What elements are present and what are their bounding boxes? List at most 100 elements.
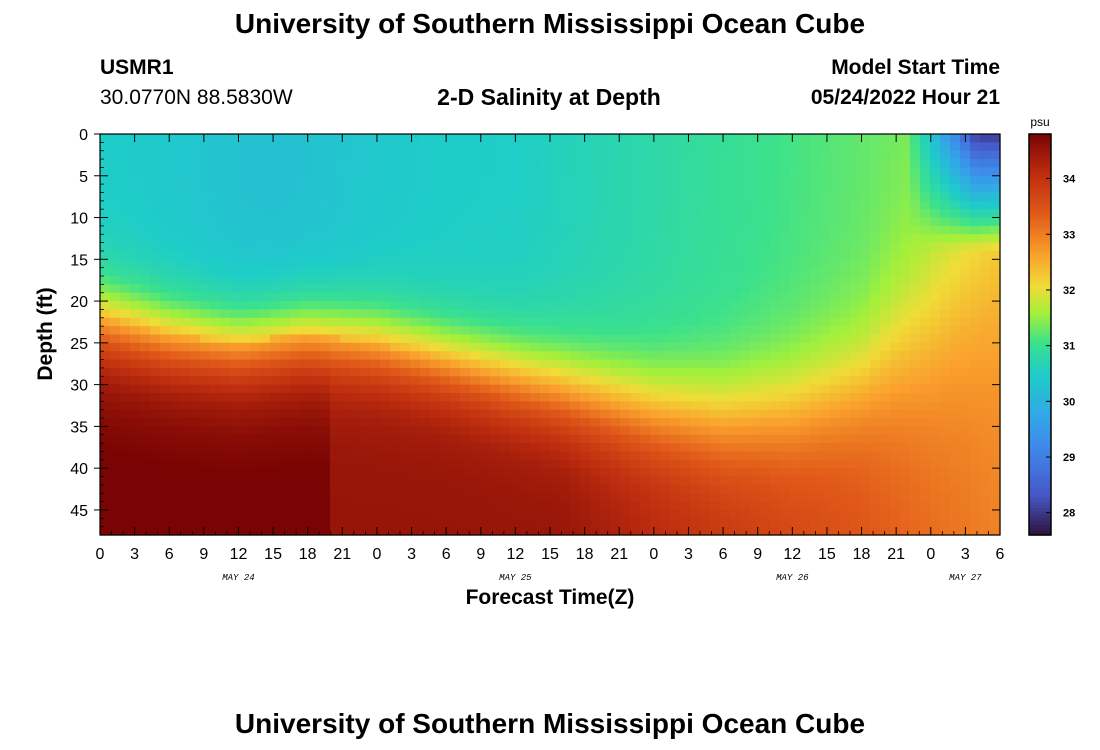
heatmap-cell	[640, 501, 651, 511]
heatmap-cell	[520, 359, 531, 369]
heatmap-cell	[760, 484, 771, 494]
heatmap-cell	[700, 150, 711, 160]
heatmap-cell	[410, 301, 421, 311]
heatmap-cell	[980, 175, 991, 185]
heatmap-cell	[950, 509, 961, 519]
heatmap-cell	[820, 209, 831, 219]
heatmap-cell	[340, 209, 351, 219]
heatmap-cell	[530, 326, 541, 336]
heatmap-cell	[960, 309, 971, 319]
heatmap-cell	[910, 493, 921, 503]
x-tick-label: 6	[165, 546, 174, 563]
heatmap-cell	[700, 326, 711, 336]
heatmap-cell	[420, 301, 431, 311]
heatmap-cell	[250, 309, 261, 319]
heatmap-cell	[500, 518, 511, 528]
heatmap-cell	[740, 317, 751, 327]
heatmap-cell	[280, 267, 291, 277]
heatmap-cell	[800, 493, 811, 503]
colorbar-tick-label: 33	[1063, 229, 1075, 241]
heatmap-cell	[110, 167, 121, 177]
heatmap-cell	[990, 367, 1001, 377]
heatmap-cell	[210, 426, 221, 436]
heatmap-cell	[690, 142, 701, 152]
heatmap-cell	[430, 217, 441, 227]
heatmap-cell	[440, 284, 451, 294]
heatmap-cell	[620, 409, 631, 419]
heatmap-cell	[990, 317, 1001, 327]
heatmap-cell	[310, 209, 321, 219]
heatmap-cell	[560, 192, 571, 202]
x-tick-label: 15	[264, 546, 282, 563]
y-tick-label: 45	[70, 503, 88, 520]
heatmap-cell	[490, 217, 501, 227]
heatmap-cell	[520, 468, 531, 478]
heatmap-cell	[520, 501, 531, 511]
heatmap-cell	[980, 326, 991, 336]
heatmap-cell	[640, 509, 651, 519]
heatmap-cell	[770, 301, 781, 311]
heatmap-cell	[160, 401, 171, 411]
heatmap-cell	[810, 459, 821, 469]
heatmap-cell	[550, 225, 561, 235]
heatmap-cell	[390, 359, 401, 369]
heatmap-cell	[990, 209, 1001, 219]
heatmap-cell	[960, 476, 971, 486]
heatmap-cell	[990, 259, 1001, 269]
heatmap-cell	[100, 376, 111, 386]
heatmap-cell	[780, 409, 791, 419]
heatmap-cell	[390, 259, 401, 269]
heatmap-cell	[480, 259, 491, 269]
heatmap-cell	[900, 317, 911, 327]
heatmap-cell	[510, 250, 521, 260]
heatmap-cell	[730, 476, 741, 486]
heatmap-cell	[420, 392, 431, 402]
heatmap-cell	[750, 217, 761, 227]
colorbar-segment	[1029, 237, 1051, 242]
heatmap-cell	[730, 401, 741, 411]
heatmap-cell	[730, 468, 741, 478]
heatmap-cell	[380, 175, 391, 185]
heatmap-cell	[660, 476, 671, 486]
heatmap-cell	[200, 434, 211, 444]
heatmap-cell	[720, 443, 731, 453]
heatmap-cell	[420, 234, 431, 244]
heatmap-cell	[670, 468, 681, 478]
heatmap-cell	[270, 359, 281, 369]
heatmap-cell	[520, 342, 531, 352]
heatmap-cell	[120, 209, 131, 219]
heatmap-cell	[260, 401, 271, 411]
heatmap-cell	[480, 484, 491, 494]
heatmap-cell	[510, 509, 521, 519]
heatmap-cell	[300, 301, 311, 311]
heatmap-cell	[170, 225, 181, 235]
heatmap-cell	[300, 526, 311, 536]
heatmap-cell	[440, 468, 451, 478]
heatmap-cell	[420, 509, 431, 519]
heatmap-cell	[230, 276, 241, 285]
heatmap-cell	[360, 418, 371, 427]
heatmap-cell	[120, 409, 131, 419]
heatmap-cell	[280, 192, 291, 202]
heatmap-cell	[840, 242, 851, 252]
heatmap-cell	[180, 309, 191, 319]
heatmap-cell	[350, 159, 361, 169]
heatmap-cell	[790, 167, 801, 177]
heatmap-cell	[370, 301, 381, 311]
heatmap-cell	[290, 159, 301, 169]
heatmap-cell	[200, 501, 211, 511]
heatmap-cell	[140, 351, 151, 361]
heatmap-cell	[840, 359, 851, 369]
heatmap-cell	[250, 159, 261, 169]
heatmap-cell	[270, 276, 281, 285]
heatmap-cell	[490, 426, 501, 436]
heatmap-cell	[720, 376, 731, 386]
heatmap-cell	[620, 209, 631, 219]
heatmap-cell	[990, 459, 1001, 469]
colorbar-segment	[1029, 214, 1051, 219]
heatmap-cell	[500, 284, 511, 294]
heatmap-cell	[540, 418, 551, 427]
x-tick-label: 3	[407, 546, 416, 563]
heatmap-cell	[890, 526, 901, 536]
heatmap-cell	[430, 518, 441, 528]
